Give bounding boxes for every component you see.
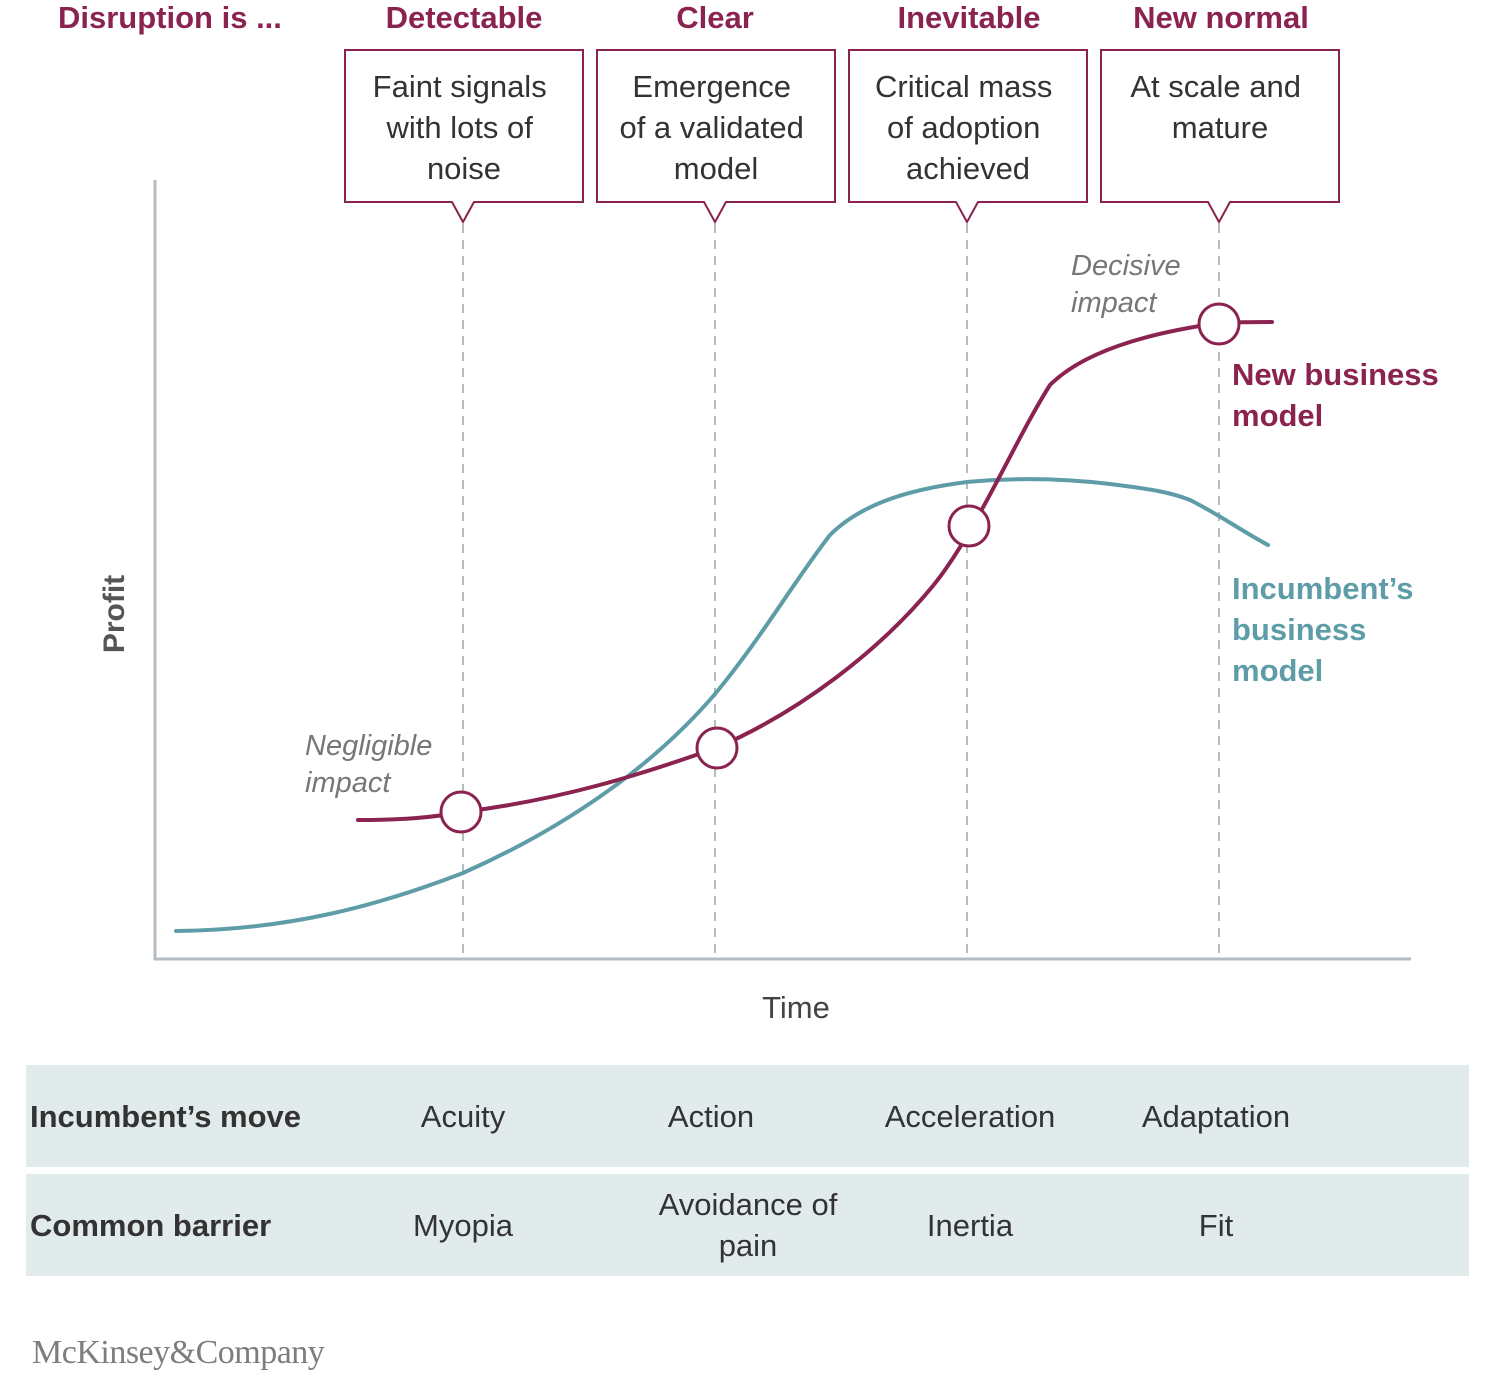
svg-text:Faint signals with lots: Faint signals with lots of noise: [373, 69, 556, 186]
table-cell: Avoidance of pain: [658, 1187, 838, 1263]
callout-text-line: of adoption: [887, 110, 1040, 145]
stage-marker-detectable: [439, 790, 483, 834]
callout-text-line: achieved: [906, 151, 1030, 186]
header-row-label: Disruption is ...: [58, 0, 282, 35]
new-model-curve: [356, 320, 1274, 822]
x-axis-label: Time: [762, 990, 830, 1025]
table-row-label: Incumbent’s move: [30, 1098, 302, 1134]
stage-heading-new-normal: New normal: [1133, 0, 1309, 35]
series-label-line: model: [1232, 653, 1323, 688]
annotation-line: impact: [1071, 287, 1158, 319]
stage-marker-new-normal: [1197, 302, 1241, 346]
callout-text-line: Faint signals: [373, 69, 547, 104]
table-row-common-barrier: Common barrier Myopia Avoidance of pain …: [26, 1174, 1469, 1276]
annotation-line: Decisive: [1071, 250, 1181, 282]
y-axis-label: Profit: [98, 575, 131, 653]
table-cell: Acceleration: [884, 1098, 1056, 1134]
callout-text-line: of a validated: [619, 110, 803, 145]
table-row-label: Common barrier: [30, 1207, 272, 1243]
series-label-line: model: [1232, 398, 1323, 433]
table-row-incumbents-move: Incumbent’s move Acuity Action Accelerat…: [26, 1065, 1469, 1167]
brand-logo-text: McKinsey&Company: [32, 1334, 325, 1371]
callout-text-line: Emergence: [632, 69, 791, 104]
annotation-line: Negligible: [305, 730, 432, 762]
callout-box-new-normal: At scale and mature: [1100, 49, 1340, 225]
table-cell: Action: [667, 1098, 755, 1134]
table-cell: Inertia: [926, 1207, 1014, 1243]
callout-text-line: model: [674, 151, 758, 186]
annotation-line: impact: [305, 767, 392, 799]
table-cell: Acuity: [420, 1098, 506, 1134]
stage-marker-clear: [695, 726, 739, 770]
table-cell: Adaptation: [1141, 1098, 1291, 1134]
stage-heading-inevitable: Inevitable: [898, 0, 1041, 35]
stage-marker-inevitable: [947, 504, 991, 548]
decisive-impact-annotation: Decisive impact: [1071, 250, 1189, 319]
callout-text-line: noise: [427, 151, 501, 186]
callout-box-inevitable: Critical mass of adoption achieved: [848, 49, 1088, 225]
series-label-line: Incumbent’s: [1232, 571, 1413, 606]
svg-text:Emergence of a validated: Emergence of a validated model: [619, 69, 812, 186]
stage-heading-clear: Clear: [676, 0, 754, 35]
table-cell: Myopia: [413, 1207, 513, 1243]
svg-text:Critical mass of adoptio: Critical mass of adoption achieved: [875, 69, 1061, 186]
svg-text:At scale and mature: At scale and mature: [1130, 69, 1309, 145]
series-label-line: business: [1232, 612, 1366, 647]
new-model-series-label: New business model: [1232, 357, 1447, 433]
callout-box-detectable: Faint signals with lots of noise: [344, 49, 584, 225]
callout-box-clear: Emergence of a validated model: [596, 49, 836, 225]
callout-text-line: mature: [1172, 110, 1268, 145]
callout-text-line: with lots of: [385, 110, 533, 145]
incumbent-model-curve: [174, 477, 1270, 933]
callout-text-line: At scale and: [1130, 69, 1301, 104]
stage-heading-detectable: Detectable: [386, 0, 543, 35]
incumbent-series-label: Incumbent’s business model: [1232, 571, 1422, 688]
callout-text-line: Critical mass: [875, 69, 1052, 104]
table-cell: Fit: [1198, 1207, 1234, 1243]
series-label-line: New business: [1232, 357, 1439, 392]
negligible-impact-annotation: Negligible impact: [305, 730, 440, 799]
